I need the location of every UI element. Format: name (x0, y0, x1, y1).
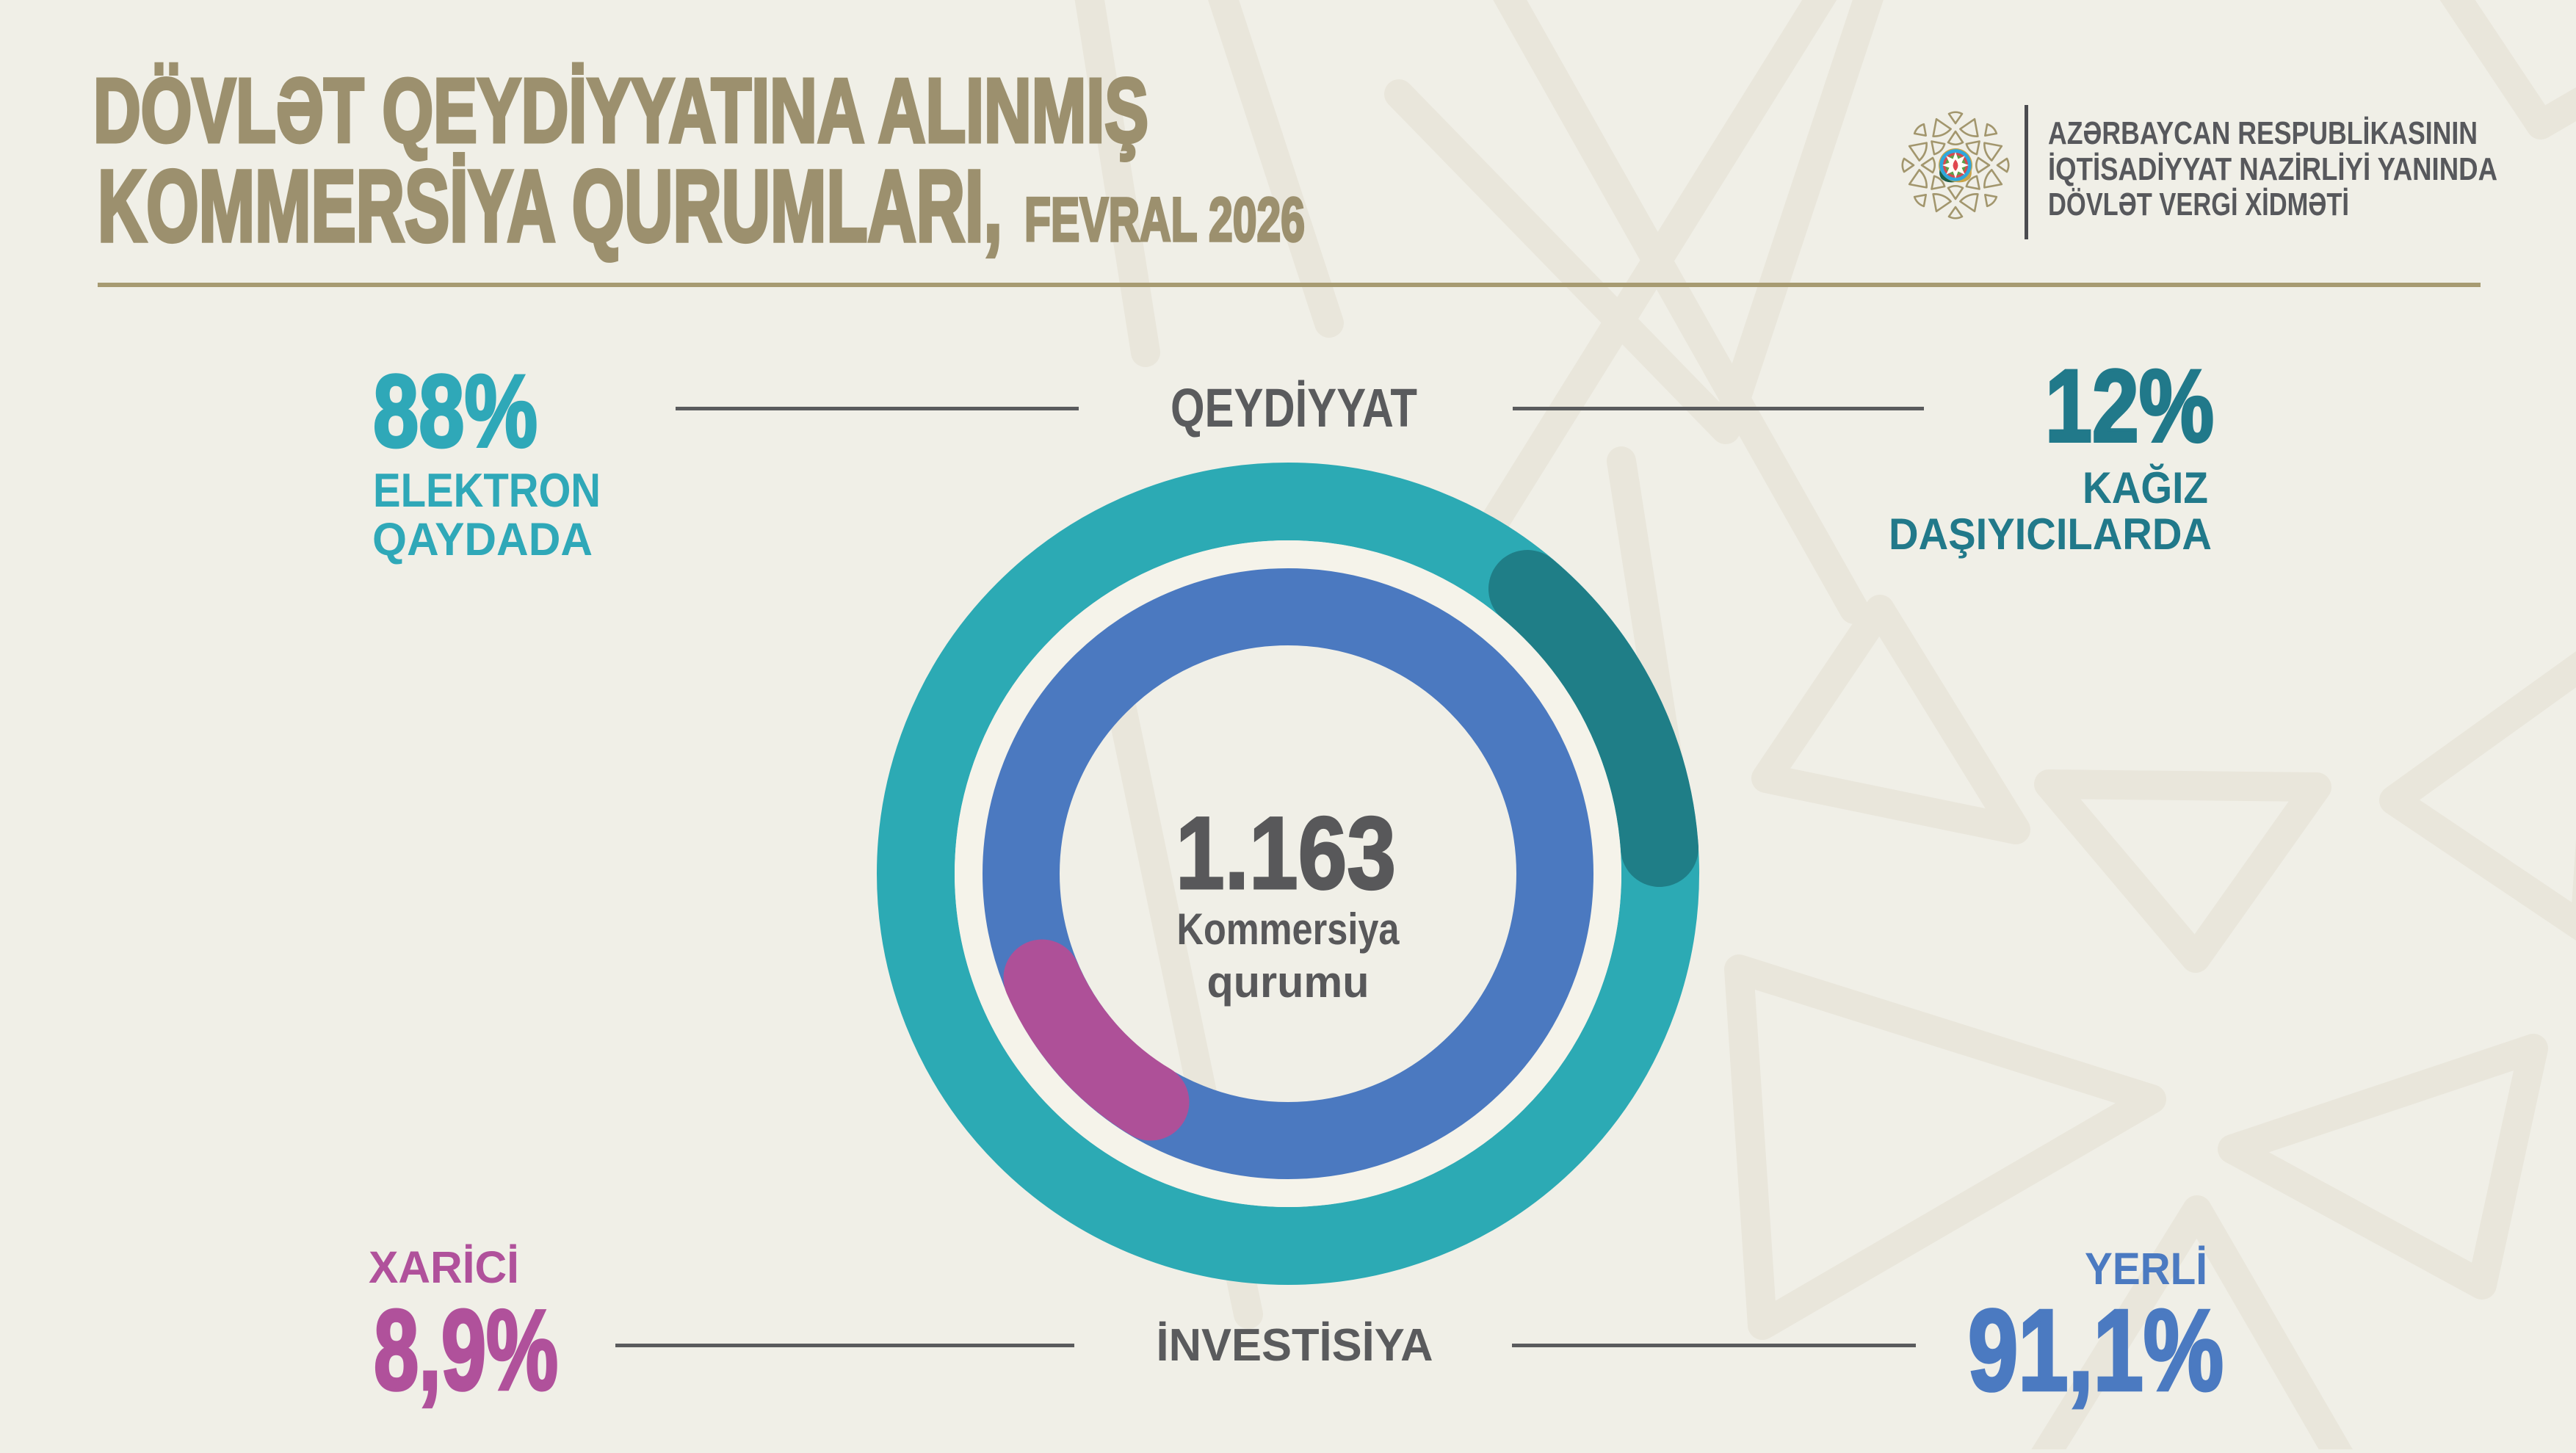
svg-text:Kommersiya: Kommersiya (1177, 905, 1400, 954)
svg-text:qurumu: qurumu (1207, 957, 1370, 1007)
svg-text:XARİCİ: XARİCİ (369, 1242, 519, 1292)
svg-text:QEYDİYYAT: QEYDİYYAT (1171, 377, 1417, 438)
svg-text:YERLİ: YERLİ (2085, 1244, 2207, 1294)
svg-text:1.163: 1.163 (1176, 795, 1396, 910)
svg-text:AZƏRBAYCAN RESPUBLİKASININ: AZƏRBAYCAN RESPUBLİKASININ (2048, 115, 2478, 151)
svg-text:DÖVLƏT QEYDİYYATINA ALINMIŞ: DÖVLƏT QEYDİYYATINA ALINMIŞ (93, 61, 1148, 162)
svg-text:12%: 12% (2045, 348, 2214, 463)
svg-text:KOMMERSİYA QURUMLARI,: KOMMERSİYA QURUMLARI, (98, 150, 1002, 263)
svg-text:İNVESTİSİYA: İNVESTİSİYA (1157, 1320, 1433, 1371)
svg-text:İQTİSADİYYAT NAZİRLİYİ YANINDA: İQTİSADİYYAT NAZİRLİYİ YANINDA (2048, 151, 2497, 187)
svg-text:KAĞIZ: KAĞIZ (2083, 463, 2208, 512)
svg-text:ELEKTRON: ELEKTRON (373, 463, 601, 517)
svg-text:FEVRAL 2026: FEVRAL 2026 (1024, 185, 1305, 254)
svg-text:DAŞIYICILARDA: DAŞIYICILARDA (1889, 510, 2212, 559)
svg-text:91,1%: 91,1% (1968, 1286, 2224, 1415)
svg-text:88%: 88% (373, 353, 538, 468)
svg-text:DÖVLƏT VERGİ XİDMƏTİ: DÖVLƏT VERGİ XİDMƏTİ (2048, 186, 2349, 222)
svg-text:QAYDADA: QAYDADA (372, 514, 593, 565)
svg-text:8,9%: 8,9% (374, 1286, 558, 1413)
